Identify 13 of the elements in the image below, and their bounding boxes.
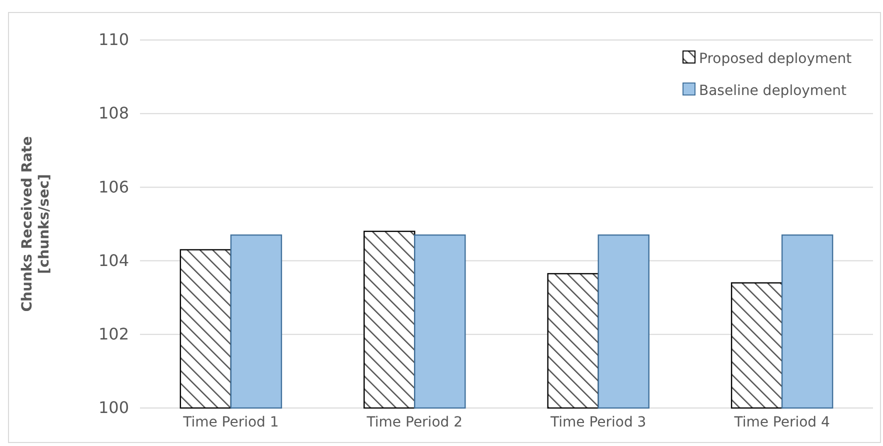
y-tick-label: 104 (98, 250, 129, 270)
y-tick-label: 108 (98, 104, 129, 123)
y-axis-title: Chunks Received Rate [chunks/sec] (20, 136, 52, 312)
legend-label: Baseline deployment (699, 83, 848, 99)
y-tick-label: 100 (98, 398, 129, 418)
x-tick-label: Time Period 1 (182, 414, 279, 430)
y-tick-label: 110 (98, 30, 129, 50)
legend-label: Proposed deployment (699, 51, 852, 67)
x-tick-label: Time Period 2 (366, 414, 463, 430)
x-tick-label: Time Period 3 (549, 414, 646, 430)
y-tick-label: 106 (98, 177, 129, 196)
x-tick-label: Time Period 4 (733, 414, 830, 430)
y-tick-label: 102 (98, 324, 129, 344)
